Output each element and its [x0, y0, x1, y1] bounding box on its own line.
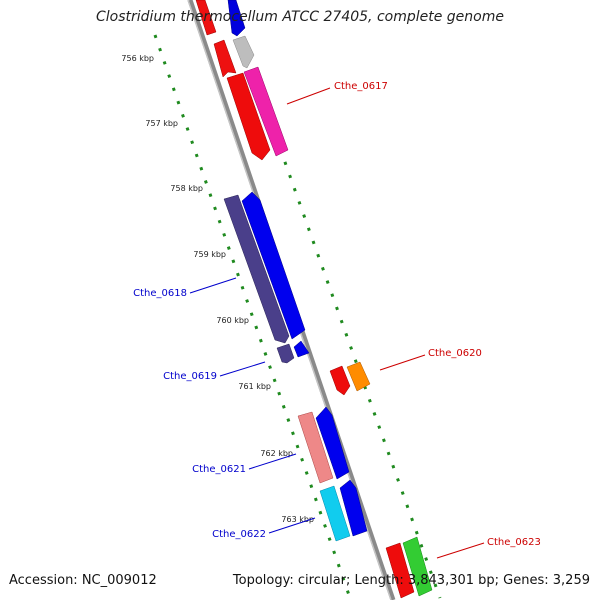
gene-feature-red[interactable]	[213, 39, 237, 78]
ruler-label-756: 756 kbp	[121, 54, 154, 63]
leader-cthe-0619	[219, 361, 266, 377]
gene-label-cthe-0623[interactable]: Cthe_0623	[487, 537, 541, 548]
gene-label-cthe-0622[interactable]: Cthe_0622	[212, 529, 266, 540]
gene-label-cthe-0620[interactable]: Cthe_0620	[428, 348, 482, 359]
leader-cthe-0620	[379, 354, 426, 371]
left-ruler	[153, 34, 352, 599]
gene-feature-cthe-0617[interactable]	[243, 66, 289, 157]
left-ruler-line	[153, 34, 352, 599]
gene-feature-cthe-0623-green[interactable]	[402, 536, 433, 597]
gene-label-cthe-0619[interactable]: Cthe_0619	[163, 371, 217, 382]
genome-summary-text: Topology: circular; Length: 3,843,301 bp…	[232, 573, 590, 588]
gene-feature-gray[interactable]	[232, 35, 255, 69]
gene-label-cthe-0617[interactable]: Cthe_0617	[334, 81, 388, 92]
ruler-label-761: 761 kbp	[238, 382, 271, 391]
gene-feature-cthe-0620-red[interactable]	[329, 365, 351, 396]
gene-feature-blue[interactable]	[227, 0, 246, 37]
ruler-label-760: 760 kbp	[216, 316, 249, 325]
leader-cthe-0617	[286, 87, 331, 105]
ruler-label-759: 759 kbp	[193, 250, 226, 259]
ruler-label-763: 763 kbp	[281, 515, 314, 524]
leader-cthe-0622	[268, 517, 316, 534]
leader-cthe-0618	[189, 277, 237, 294]
gene-feature-cthe-0617-left[interactable]	[226, 72, 271, 161]
forward-strand-genes	[227, 0, 433, 599]
gene-feature-cthe-0619-right[interactable]	[293, 340, 310, 358]
gene-feature-cthe-0618[interactable]	[223, 194, 290, 344]
ruler-labels: 756 kbp 757 kbp 758 kbp 759 kbp 760 kbp …	[121, 54, 314, 524]
ruler-label-757: 757 kbp	[145, 119, 178, 128]
gene-feature-cthe-0623-red[interactable]	[385, 542, 415, 599]
accession-text: Accession: NC_009012	[9, 573, 157, 588]
gene-feature-cthe-0621[interactable]	[315, 406, 350, 480]
gene-feature-cthe-0621-pink[interactable]	[297, 411, 334, 484]
label-leader-lines	[189, 87, 485, 559]
gene-feature-cthe-0620-orange[interactable]	[346, 361, 371, 392]
gene-feature-cthe-0618-right[interactable]	[241, 191, 306, 340]
gene-feature-cthe-0622[interactable]	[339, 479, 368, 537]
gene-label-cthe-0618[interactable]: Cthe_0618	[133, 288, 187, 299]
genome-title: Clostridium thermocellum ATCC 27405, com…	[96, 9, 504, 25]
gene-label-cthe-0621[interactable]: Cthe_0621	[192, 464, 246, 475]
reverse-strand-genes	[195, 0, 351, 542]
gene-feature-cthe-0622-cyan[interactable]	[319, 485, 351, 542]
leader-cthe-0621	[248, 453, 297, 470]
gene-feature-cthe-0619[interactable]	[276, 343, 295, 364]
ruler-label-762: 762 kbp	[260, 449, 293, 458]
leader-cthe-0623	[436, 542, 485, 559]
ruler-label-758: 758 kbp	[170, 184, 203, 193]
gene-labels: Cthe_0617 Cthe_0618 Cthe_0619 Cthe_0620 …	[133, 81, 541, 548]
gene-feature-red[interactable]	[195, 0, 217, 36]
